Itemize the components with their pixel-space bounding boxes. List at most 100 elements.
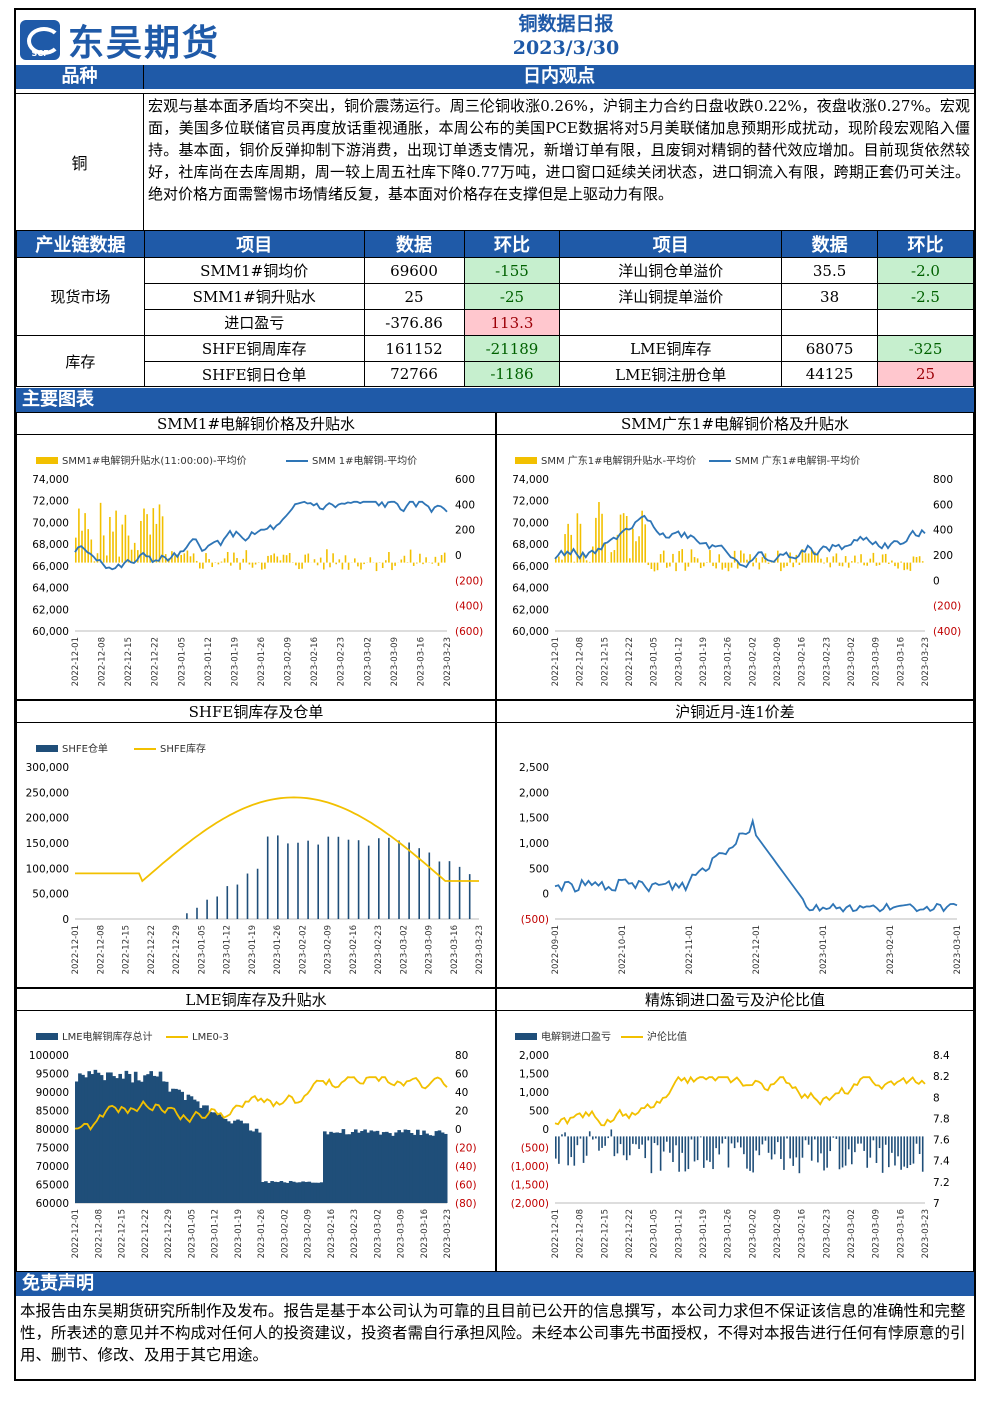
chart-bar — [650, 1136, 653, 1174]
x-tick-label: 2023-01-01 — [819, 925, 829, 974]
chart-title: SMM1#电解铜价格及升贴水 — [17, 413, 495, 435]
legend-swatch — [515, 457, 537, 464]
chart-bar — [724, 1136, 727, 1139]
chart-bar — [124, 1070, 129, 1203]
chart-bar — [438, 861, 441, 919]
chart-bar — [854, 555, 856, 563]
x-tick-label: 2022-12-01 — [71, 1209, 81, 1258]
change-cell: -25 — [463, 283, 561, 310]
x-tick-label: 2023-01-12 — [211, 1209, 221, 1258]
chart-bar — [844, 556, 847, 563]
chart-bar — [143, 1075, 147, 1203]
y-tick-label: 2,500 — [519, 762, 549, 774]
chart-bar — [440, 555, 443, 563]
y2-tick-label: 0 — [455, 1124, 462, 1136]
chart-bar — [715, 1136, 717, 1149]
chart-bar — [582, 554, 585, 563]
chart-bar — [236, 1119, 240, 1203]
chart-bar — [915, 1136, 918, 1144]
chart-bar — [891, 1136, 893, 1153]
chart-bar — [307, 553, 310, 563]
x-tick-label: 2023-01-26 — [724, 637, 734, 686]
chart-bar — [341, 562, 344, 570]
chart-bar — [285, 1182, 290, 1203]
chart-bar — [183, 553, 186, 563]
chart-bar — [205, 553, 207, 563]
x-tick-label: 2022-12-15 — [118, 1209, 128, 1258]
chart-bar — [909, 1136, 912, 1166]
chart-bar — [912, 556, 915, 563]
chart-bar — [254, 1128, 259, 1203]
change-cell: -325 — [877, 335, 974, 362]
y-tick-label: 62,000 — [32, 604, 69, 616]
chart-bar — [644, 524, 647, 563]
x-tick-label: 2023-03-02 — [399, 925, 409, 974]
chart-bar — [416, 562, 418, 564]
y2-tick-label: (400) — [455, 601, 483, 613]
chart-panel: 精炼铜进口盈亏及沪伦比值 电解铜进口盈亏 沪伦比值 2,000 1,500 1,000 50… — [496, 988, 974, 1272]
x-tick-label: 2023-01-12 — [204, 637, 214, 686]
x-tick-label: 2022-12-01 — [752, 925, 762, 974]
chart-bar — [164, 1081, 169, 1203]
y2-tick-label: 7.8 — [933, 1113, 950, 1125]
chart-bar — [226, 1121, 231, 1203]
chart-bar — [619, 514, 622, 563]
chart-bar — [186, 550, 189, 563]
chart-bar — [99, 1075, 104, 1203]
chart-bar — [155, 523, 158, 563]
chart-bar — [666, 562, 668, 568]
chart-bar — [146, 1074, 150, 1203]
y2-tick-label: 7.2 — [933, 1177, 950, 1189]
chart-bar — [360, 562, 362, 570]
legend-label: SMM 广东1#电解铜-平均价 — [735, 454, 860, 467]
chart-bar — [558, 1136, 560, 1164]
x-tick-label: 2023-03-09 — [425, 925, 435, 974]
chart-bar — [366, 1132, 370, 1203]
chart-bar — [394, 562, 396, 566]
chart-bar — [388, 1133, 392, 1203]
chart-bar — [897, 562, 899, 569]
y-tick-label: 95000 — [36, 1069, 69, 1081]
x-tick-label: 2022-09-01 — [551, 925, 561, 974]
y2-tick-label: 20 — [455, 1106, 468, 1118]
chart-bar — [866, 562, 869, 566]
chart-bar — [681, 549, 684, 563]
chart-bar — [425, 557, 427, 563]
chart-bar — [90, 1074, 95, 1203]
chart-bar — [875, 1136, 878, 1163]
chart-bar — [326, 1134, 330, 1203]
x-tick-label: 2023-01-19 — [230, 637, 240, 686]
chart-bar — [186, 1094, 191, 1203]
chart-bar — [619, 1136, 622, 1145]
x-tick-label: 2022-12-01 — [551, 1209, 561, 1258]
chart-bar — [239, 1120, 243, 1203]
report-title-block: 铜数据日报 2023/3/30 — [436, 12, 696, 60]
chart-bar — [199, 1107, 203, 1203]
legend-swatch — [621, 1036, 643, 1038]
chart-bar — [900, 1136, 902, 1170]
chart-bar — [558, 556, 560, 563]
chart-bar — [99, 502, 102, 563]
report-page: SCF 东吴期货 铜数据日报 2023/3/30 品种 日内观点 铜 宏观与基本… — [14, 8, 976, 1381]
company-logo: SCF 东吴期货 — [20, 14, 220, 66]
chart-bar — [152, 508, 155, 563]
y-tick-label: 90000 — [36, 1087, 69, 1099]
chart-bar — [576, 1136, 579, 1146]
chart-bar — [458, 866, 461, 919]
chart-bar — [709, 550, 711, 563]
chart-bar — [743, 553, 745, 563]
y2-tick-label: 600 — [455, 474, 475, 486]
y2-tick-label: 0 — [455, 550, 462, 562]
y2-tick-label: (20) — [455, 1143, 477, 1155]
chart-bar — [817, 554, 819, 563]
chart-bar — [158, 504, 161, 563]
x-tick-label: 2023-02-23 — [350, 1209, 360, 1258]
chart-bar — [675, 1136, 677, 1146]
chart-bar — [582, 1136, 585, 1163]
chart-bar — [622, 1136, 625, 1156]
chart-bar — [841, 562, 844, 567]
chart-bar — [78, 508, 80, 563]
y2-tick-label: (400) — [933, 626, 961, 638]
legend-swatch — [286, 460, 308, 462]
legend-swatch — [166, 1036, 188, 1038]
